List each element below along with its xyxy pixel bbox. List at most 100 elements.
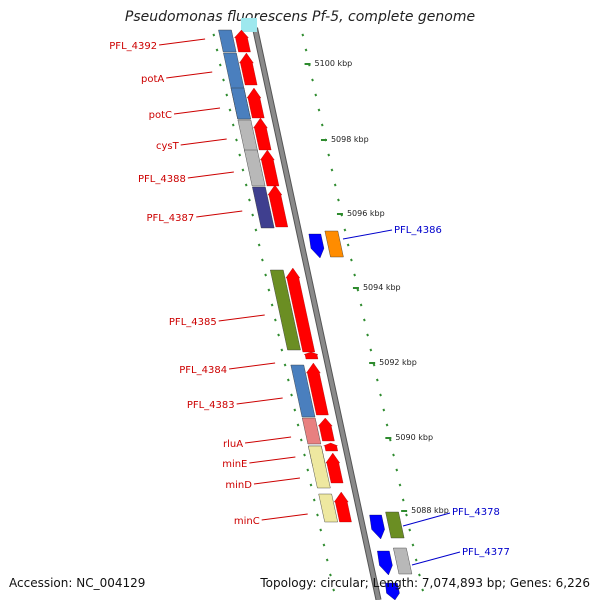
gene-bar-minC	[318, 493, 338, 523]
map-title: Pseudomonas fluorescens Pf-5, complete g…	[124, 9, 476, 25]
tick-dot	[225, 93, 229, 97]
tick-dot	[222, 78, 225, 82]
tick-dot	[212, 33, 216, 37]
tick-dot	[356, 288, 360, 292]
leader-line	[342, 229, 393, 240]
tick-dot	[332, 588, 336, 592]
leader-line	[249, 456, 296, 464]
top-clipped-gene	[241, 18, 257, 32]
tick-dot	[218, 63, 222, 67]
gene-label-minC: minC	[234, 516, 260, 527]
tick-dot	[350, 258, 353, 262]
reverse-arrow-partial	[385, 582, 400, 600]
tick-dot	[316, 513, 319, 517]
tick-dot	[273, 318, 277, 322]
tick-dot	[277, 333, 280, 337]
tick-dot	[241, 168, 245, 172]
leader-line	[245, 436, 292, 444]
tick-dot	[244, 183, 248, 187]
gene-bar-PFL_4386	[324, 230, 344, 258]
tick-dot	[215, 48, 219, 52]
gene-bar-PFL_4377	[393, 547, 413, 575]
gene-bar-PFL_4385	[270, 269, 301, 351]
tick-dot	[309, 483, 313, 487]
accession-text: Accession: NC_004129	[9, 576, 146, 590]
backbone-group	[241, 18, 382, 600]
forward-arrow-PFL_4388	[260, 149, 280, 187]
gene-label-cysT: cysT	[156, 141, 180, 152]
gene-label-PFL_4392: PFL_4392	[109, 41, 157, 52]
leader-line	[218, 314, 265, 322]
forward-arrow-potC	[246, 87, 265, 119]
tick-dot	[398, 483, 402, 487]
tick-dot	[353, 273, 357, 277]
tick-dot	[261, 258, 264, 262]
tick-dot	[327, 153, 331, 157]
gene-label-PFL_4387: PFL_4387	[146, 213, 194, 224]
forward-arrow-PFL_4392	[234, 29, 251, 53]
tick-dot	[290, 393, 293, 397]
leader-line	[236, 397, 283, 405]
tick-dot	[248, 198, 251, 202]
gene-label-minD: minD	[225, 480, 252, 491]
tick-dot	[372, 363, 376, 367]
tick-marks	[212, 33, 425, 592]
tick-dot	[385, 423, 389, 427]
forward-arrow-potA	[239, 52, 258, 86]
reverse-arrow-PFL_4386	[308, 233, 325, 259]
reverse-arrow-PFL_4377	[377, 550, 393, 576]
forward-arrow-minE	[323, 442, 338, 452]
tick-dot	[317, 108, 321, 112]
tick-dot	[388, 438, 392, 442]
tick-dot	[369, 348, 373, 352]
leader-line	[173, 107, 221, 115]
forward-arrow-PFL_4387	[267, 184, 289, 228]
tick-dot	[346, 243, 350, 247]
reverse-arrow-PFL_4378	[369, 514, 385, 540]
tick-dot	[337, 198, 340, 202]
tick-dot	[343, 228, 347, 232]
tick-dot	[319, 528, 323, 532]
tick-dot	[296, 423, 300, 427]
gene-bar-PFL_4387	[252, 186, 275, 229]
gene-bar-rluA	[301, 417, 322, 445]
tick-dot	[418, 573, 421, 577]
leader-line	[159, 38, 206, 46]
scale-label: 5096 kbp	[347, 209, 385, 218]
tick-dot	[303, 453, 306, 457]
forward-arrow-PFL_4385	[285, 267, 316, 353]
tick-dot	[235, 138, 238, 142]
tick-dot	[362, 318, 366, 322]
gene-label-PFL_4384: PFL_4384	[179, 365, 227, 376]
gene-label-PFL_4378: PFL_4378	[452, 507, 500, 518]
tick-dot	[405, 513, 408, 517]
tick-dot	[286, 378, 290, 382]
gene-label-potC: potC	[149, 110, 172, 121]
tick-dot	[382, 408, 386, 412]
leader-line	[402, 512, 451, 527]
gene-label-potA: potA	[141, 74, 164, 85]
tick-dot	[304, 48, 308, 52]
forward-arrow-cysT	[253, 117, 272, 151]
scale-label: 5094 kbp	[363, 283, 401, 292]
forward-arrow-rluA	[317, 417, 335, 442]
tick-dot	[375, 378, 379, 382]
gene-label-minE: minE	[222, 459, 247, 470]
gene-labels: 5100 kbp 5098 kbp 5096 kbp 5094 kbp 5092 kbp…	[109, 38, 510, 566]
gene-bar-minD	[308, 445, 331, 489]
tick-dot	[264, 273, 268, 277]
tick-dot	[411, 543, 415, 547]
tick-dot	[312, 498, 316, 502]
scale-label: 5088 kbp	[411, 506, 449, 515]
forward-arrow-minD	[325, 452, 344, 484]
backbone	[253, 27, 381, 600]
tick-dot	[329, 573, 332, 577]
scale-label: 5090 kbp	[395, 433, 433, 442]
tick-dot	[330, 168, 334, 172]
tick-dot	[408, 528, 412, 532]
gene-label-PFL_4388: PFL_4388	[138, 174, 186, 185]
forward-arrow-PFL_4383	[306, 362, 329, 416]
forward-arrow-PFL_4384	[303, 351, 319, 360]
tick-dot	[299, 438, 303, 442]
tick-dot	[267, 288, 271, 292]
